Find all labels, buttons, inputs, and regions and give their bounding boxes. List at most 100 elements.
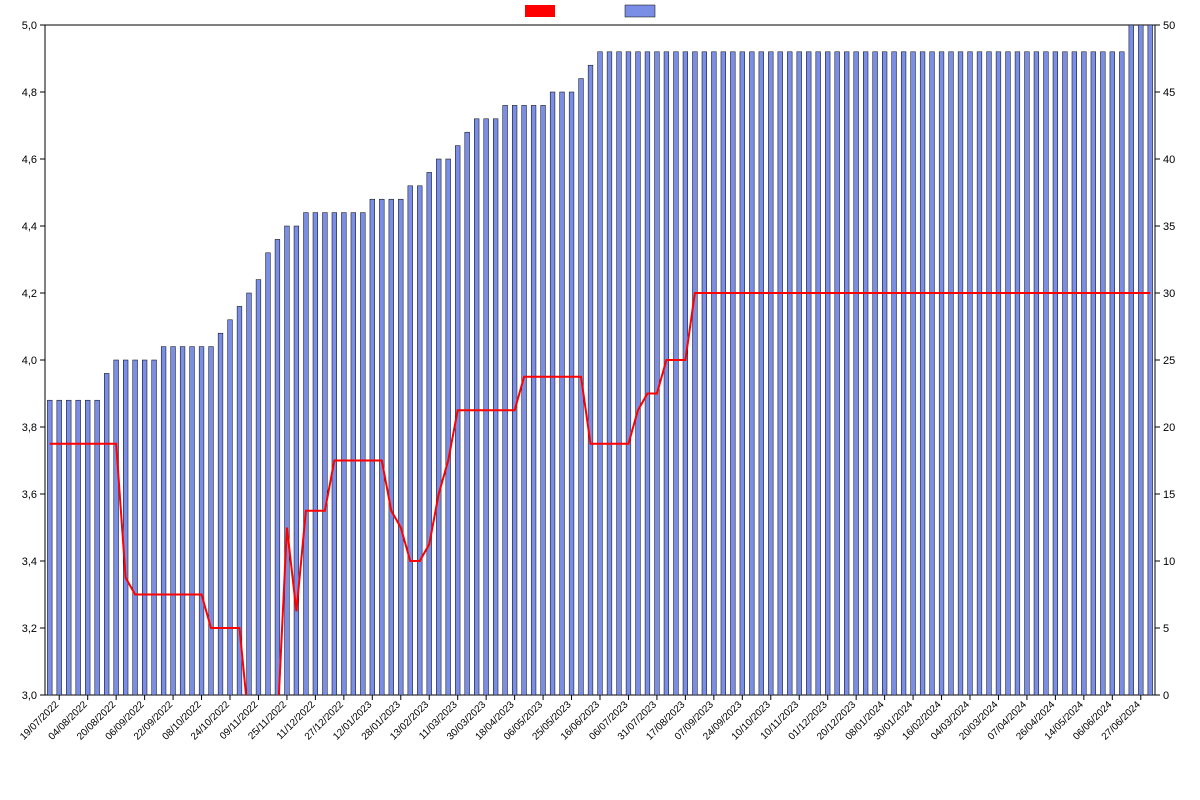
legend-bar-swatch bbox=[625, 5, 655, 17]
bar bbox=[920, 52, 925, 695]
y-left-tick-label: 4,4 bbox=[22, 221, 37, 233]
bar bbox=[854, 52, 859, 695]
y-right-tick-label: 50 bbox=[1163, 20, 1175, 32]
bar bbox=[674, 52, 679, 695]
bar bbox=[806, 52, 811, 695]
bar bbox=[512, 105, 517, 695]
bar bbox=[598, 52, 603, 695]
legend-line-swatch bbox=[525, 5, 555, 17]
bar bbox=[911, 52, 916, 695]
bar bbox=[844, 52, 849, 695]
bar bbox=[142, 360, 147, 695]
bar bbox=[730, 52, 735, 695]
bar bbox=[626, 52, 631, 695]
y-right-tick-label: 5 bbox=[1163, 623, 1169, 635]
y-right-tick-label: 35 bbox=[1163, 221, 1175, 233]
bar bbox=[702, 52, 707, 695]
bar bbox=[341, 213, 346, 695]
bar bbox=[228, 320, 233, 695]
bar bbox=[199, 347, 204, 695]
y-left-tick-label: 3,4 bbox=[22, 556, 37, 568]
bar bbox=[180, 347, 185, 695]
bar bbox=[968, 52, 973, 695]
y-right-tick-label: 20 bbox=[1163, 422, 1175, 434]
y-left-tick-label: 4,2 bbox=[22, 288, 37, 300]
bar bbox=[114, 360, 119, 695]
bar bbox=[1119, 52, 1124, 695]
bar bbox=[541, 105, 546, 695]
y-left-tick-label: 3,0 bbox=[22, 690, 37, 702]
bar bbox=[1025, 52, 1030, 695]
bar bbox=[446, 159, 451, 695]
y-left-tick-label: 5,0 bbox=[22, 20, 37, 32]
y-left-tick-label: 4,0 bbox=[22, 355, 37, 367]
bar bbox=[351, 213, 356, 695]
y-right-tick-label: 15 bbox=[1163, 489, 1175, 501]
bar bbox=[996, 52, 1001, 695]
bar bbox=[958, 52, 963, 695]
bar bbox=[949, 52, 954, 695]
bar bbox=[1015, 52, 1020, 695]
bar bbox=[370, 199, 375, 695]
bar bbox=[560, 92, 565, 695]
bar bbox=[835, 52, 840, 695]
bar bbox=[275, 239, 280, 695]
bar bbox=[398, 199, 403, 695]
bar bbox=[1081, 52, 1086, 695]
bar bbox=[474, 119, 479, 695]
chart-container: 3,03,23,43,63,84,04,24,44,64,85,00510152… bbox=[0, 0, 1200, 800]
bar bbox=[104, 373, 109, 695]
bar bbox=[1129, 25, 1134, 695]
y-left-tick-label: 4,6 bbox=[22, 154, 37, 166]
bar bbox=[379, 199, 384, 695]
bar bbox=[1148, 25, 1153, 695]
bar bbox=[901, 52, 906, 695]
bar bbox=[1006, 52, 1011, 695]
y-right-tick-label: 40 bbox=[1163, 154, 1175, 166]
bar bbox=[655, 52, 660, 695]
bar bbox=[152, 360, 157, 695]
bar bbox=[749, 52, 754, 695]
bar bbox=[332, 213, 337, 695]
bar bbox=[1072, 52, 1077, 695]
bar bbox=[759, 52, 764, 695]
chart-svg: 3,03,23,43,63,84,04,24,44,64,85,00510152… bbox=[0, 0, 1200, 800]
bar bbox=[863, 52, 868, 695]
bar bbox=[939, 52, 944, 695]
bar bbox=[711, 52, 716, 695]
bar bbox=[1100, 52, 1105, 695]
bar bbox=[209, 347, 214, 695]
bar bbox=[427, 172, 432, 695]
bar bbox=[417, 186, 422, 695]
bar bbox=[522, 105, 527, 695]
bar bbox=[892, 52, 897, 695]
bar bbox=[313, 213, 318, 695]
bar bbox=[768, 52, 773, 695]
bar bbox=[247, 293, 252, 695]
bar bbox=[740, 52, 745, 695]
bar bbox=[1034, 52, 1039, 695]
bar bbox=[664, 52, 669, 695]
y-left-tick-label: 3,2 bbox=[22, 623, 37, 635]
bar bbox=[218, 333, 223, 695]
bar bbox=[503, 105, 508, 695]
bar bbox=[636, 52, 641, 695]
y-left-tick-label: 3,8 bbox=[22, 422, 37, 434]
bar bbox=[161, 347, 166, 695]
bar bbox=[436, 159, 441, 695]
y-right-tick-label: 0 bbox=[1163, 690, 1169, 702]
bar bbox=[721, 52, 726, 695]
bar bbox=[360, 213, 365, 695]
bar bbox=[588, 65, 593, 695]
bar bbox=[569, 92, 574, 695]
y-right-tick-label: 25 bbox=[1163, 355, 1175, 367]
bar bbox=[285, 226, 290, 695]
bar bbox=[873, 52, 878, 695]
bar bbox=[133, 360, 138, 695]
bar bbox=[531, 105, 536, 695]
bar bbox=[1063, 52, 1068, 695]
bar bbox=[987, 52, 992, 695]
bar bbox=[465, 132, 470, 695]
y-left-tick-label: 4,8 bbox=[22, 87, 37, 99]
bar bbox=[389, 199, 394, 695]
